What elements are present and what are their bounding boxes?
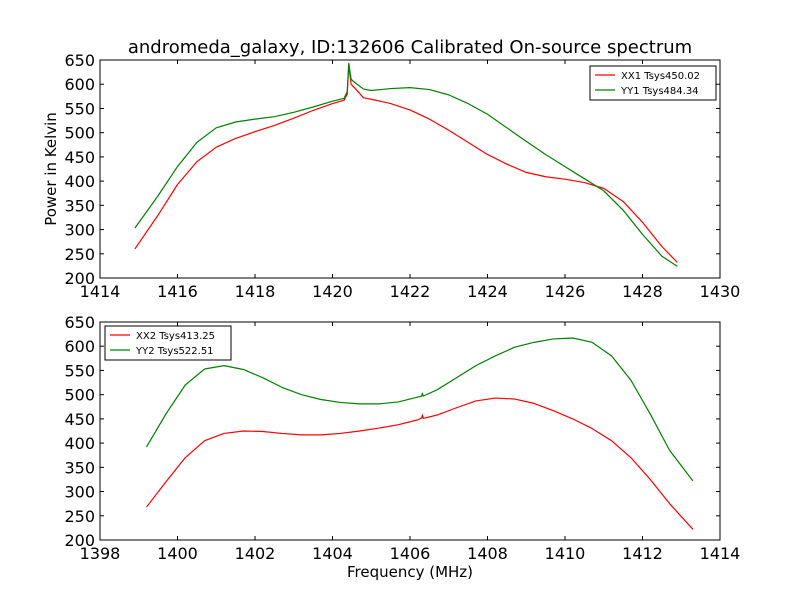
bottom-x-tick-label: 1398 xyxy=(80,544,121,563)
bottom-y-tick-label: 350 xyxy=(64,458,95,477)
bottom-series-line-1 xyxy=(146,397,694,530)
top-legend-box xyxy=(589,65,717,101)
bottom-y-tick-label: 500 xyxy=(64,386,95,405)
bottom-x-axis-label: Frequency (MHz) xyxy=(347,563,473,581)
top-y-tick-label: 650 xyxy=(64,51,95,70)
top-y-tick-label: 200 xyxy=(64,269,95,288)
bottom-y-tick-label: 400 xyxy=(64,434,95,453)
top-series-line-1 xyxy=(134,64,678,263)
bottom-x-tick-label: 1414 xyxy=(700,544,741,563)
bottom-y-tick-label: 600 xyxy=(64,337,95,356)
bottom-legend: XX2 Tsys413.25 YY2 Tsys522.51 xyxy=(104,325,232,361)
bottom-y-tick-label: 450 xyxy=(64,410,95,429)
bottom-x-tick-label: 1408 xyxy=(467,544,508,563)
top-y-tick-label: 600 xyxy=(64,75,95,94)
top-legend-label-1: XX1 Tsys450.02 xyxy=(621,71,700,82)
top-x-tick-label: 1414 xyxy=(80,282,121,301)
top-legend: XX1 Tsys450.02 YY1 Tsys484.34 xyxy=(589,65,717,101)
bottom-y-tick-label: 550 xyxy=(64,361,95,380)
top-y-axis-label: Power in Kelvin xyxy=(42,112,60,226)
top-x-tick-label: 1420 xyxy=(312,282,353,301)
top-plot: 1414 1416 1418 1420 1422 1424 1426 1428 1430 200 2… xyxy=(42,51,740,301)
top-y-tick-label: 350 xyxy=(64,196,95,215)
bottom-x-tick-label: 1402 xyxy=(235,544,276,563)
top-y-tick-label: 500 xyxy=(64,124,95,143)
bottom-y-tick-label: 250 xyxy=(64,507,95,526)
top-y-tick-label: 550 xyxy=(64,99,95,118)
top-legend-label-2: YY1 Tsys484.34 xyxy=(620,86,699,97)
top-x-tick-label: 1426 xyxy=(545,282,586,301)
bottom-x-tick-label: 1410 xyxy=(545,544,586,563)
top-x-tick-label: 1418 xyxy=(235,282,276,301)
bottom-legend-box xyxy=(104,325,232,361)
bottom-legend-label-2: YY2 Tsys522.51 xyxy=(135,346,214,357)
top-series-line-2 xyxy=(134,62,678,267)
chart-title: andromeda_galaxy, ID:132606 Calibrated O… xyxy=(128,37,692,58)
top-y-tick-label: 400 xyxy=(64,172,95,191)
bottom-x-tick-label: 1404 xyxy=(312,544,353,563)
top-x-tick-label: 1430 xyxy=(700,282,741,301)
bottom-y-tick-label: 300 xyxy=(64,483,95,502)
top-x-tick-label: 1416 xyxy=(157,282,198,301)
top-y-tick-label: 450 xyxy=(64,148,95,167)
bottom-x-tick-label: 1412 xyxy=(622,544,663,563)
top-y-tick-label: 300 xyxy=(64,221,95,240)
top-x-tick-label: 1422 xyxy=(390,282,431,301)
bottom-series-line-2 xyxy=(145,337,694,482)
bottom-x-tick-label: 1400 xyxy=(157,544,198,563)
top-x-tick-label: 1424 xyxy=(467,282,508,301)
bottom-y-tick-label: 650 xyxy=(64,313,95,332)
bottom-legend-label-1: XX2 Tsys413.25 xyxy=(136,331,215,342)
bottom-plot: 1398 1400 1402 1404 1406 1408 1410 1412 1414 200 2… xyxy=(64,313,740,581)
bottom-x-tick-label: 1406 xyxy=(390,544,431,563)
top-y-tick-label: 250 xyxy=(64,245,95,264)
bottom-y-tick-label: 200 xyxy=(64,531,95,550)
top-x-tick-label: 1428 xyxy=(622,282,663,301)
